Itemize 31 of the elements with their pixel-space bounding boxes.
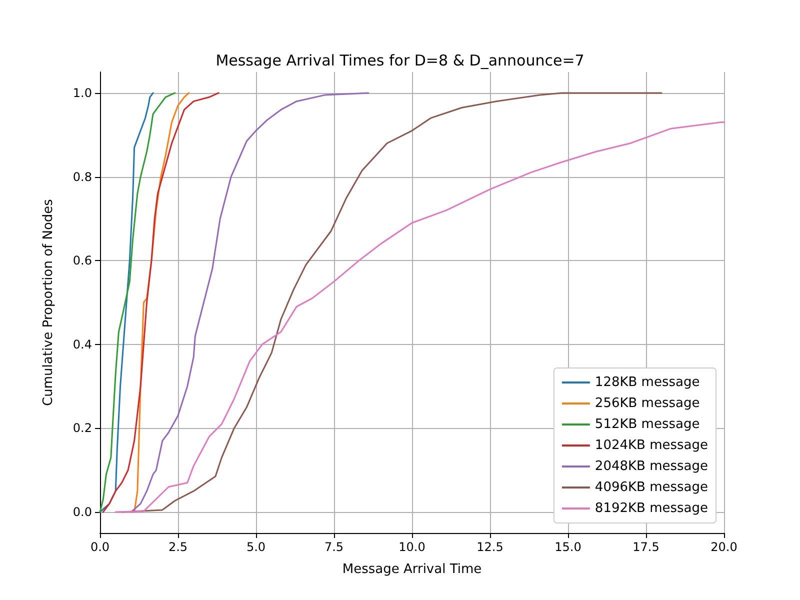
line-series — [114, 122, 725, 513]
legend-label: 8192KB message — [594, 501, 708, 516]
legend-label: 256KB message — [594, 396, 700, 411]
line-series — [134, 92, 190, 513]
x-tick-label: 7.5 — [324, 540, 344, 554]
y-tick-label: 0.8 — [72, 170, 92, 184]
y-tick-label: 0.0 — [72, 505, 92, 520]
x-tick-label: 15.0 — [554, 540, 582, 554]
y-tick-label: 1.0 — [72, 86, 92, 100]
y-tick-label: 0.2 — [72, 421, 92, 436]
line-series — [99, 92, 154, 513]
y-axis-title: Cumulative Proportion of Nodes — [41, 198, 56, 406]
legend-label: 512KB message — [594, 417, 700, 432]
legend-label: 4096KB message — [594, 480, 708, 495]
y-tick-label: 0.4 — [72, 337, 92, 352]
x-tick-label: 12.5 — [476, 540, 504, 554]
y-tick-label: 0.6 — [72, 254, 92, 268]
line-series — [102, 92, 220, 513]
x-tick-label: 2.5 — [168, 540, 188, 554]
x-tick-label: 5.0 — [246, 540, 266, 554]
chart-title: Message Arrival Times for D=8 & D_announce=7 — [216, 52, 584, 70]
x-tick-label: 20.0 — [710, 540, 738, 554]
line-series — [99, 92, 176, 513]
x-tick-label: 0.0 — [90, 540, 110, 554]
legend-label: 1024KB message — [594, 438, 708, 453]
legend-label: 2048KB message — [594, 459, 708, 474]
line-series — [130, 92, 370, 513]
x-tick-label: 10.0 — [398, 540, 426, 554]
x-axis-title: Message Arrival Time — [342, 562, 482, 577]
x-tick-label: 17.5 — [632, 540, 660, 554]
legend-label: 128KB message — [594, 375, 700, 390]
